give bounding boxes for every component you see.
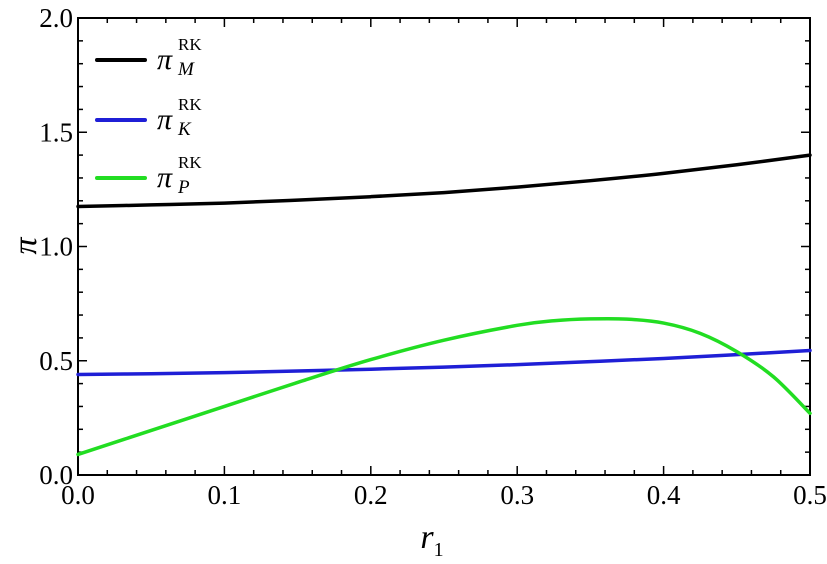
x-tick-label: 0.1 (208, 480, 242, 510)
series-line-pi-p (76, 316, 812, 457)
series-line-pi-m (76, 153, 812, 209)
axis-tick-labels: 0.0 0.1 0.2 0.3 0.4 0.5 0.0 0.5 1.0 1.5 2.0 (39, 3, 827, 510)
series-line-pi-k (76, 348, 812, 377)
legend: π RK M π RK K π RK P (95, 35, 202, 198)
x-tick-label: 0.0 (61, 480, 95, 510)
x-tick-label: 0.5 (793, 480, 827, 510)
legend-entry-label: π RK M (157, 35, 202, 80)
x-tick-label: 0.3 (500, 480, 534, 510)
y-tick-label: 2.0 (39, 3, 73, 33)
legend-entry-label: π RK K (157, 95, 202, 140)
axis-ticks (77, 17, 811, 476)
x-tick-label: 0.4 (647, 480, 681, 510)
plot-frame (77, 17, 811, 476)
y-axis-label: π (7, 237, 44, 255)
y-tick-label: 1.5 (39, 117, 73, 147)
legend-entry-label: π RK P (157, 153, 202, 198)
y-tick-label: 0.5 (39, 346, 73, 376)
y-tick-label: 0.0 (39, 460, 73, 490)
x-axis-label: r1 (420, 519, 443, 561)
y-tick-label: 1.0 (39, 232, 73, 262)
x-tick-label: 0.2 (354, 480, 388, 510)
series-lines (76, 153, 812, 457)
